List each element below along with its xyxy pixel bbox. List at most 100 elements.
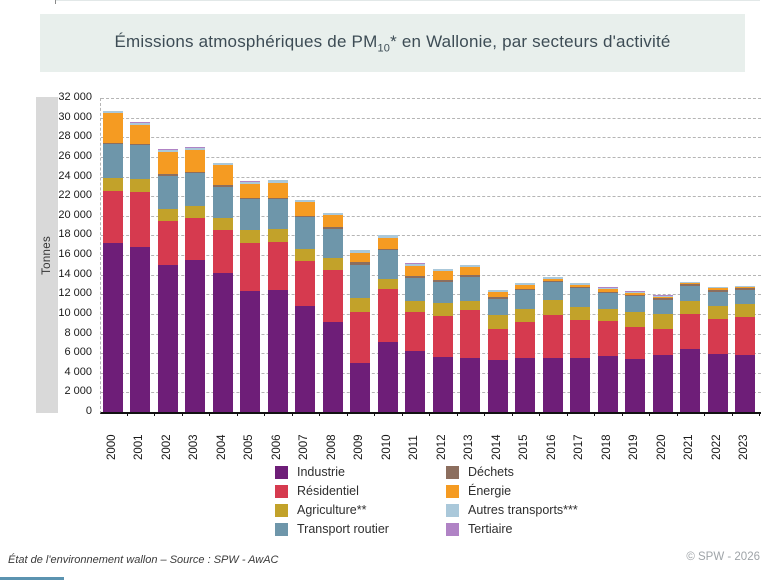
legend-label: Autres transports*** bbox=[468, 503, 578, 517]
bar-segment-autres-transports bbox=[735, 285, 756, 287]
y-tick-label: 32 000 bbox=[58, 91, 92, 103]
gridline bbox=[101, 353, 761, 355]
legend-swatch-autres-transports bbox=[446, 503, 459, 517]
legend-swatch-industrie bbox=[275, 465, 288, 479]
page-title-pre: Émissions atmosphériques de PM bbox=[114, 31, 378, 51]
bar-segment-déchets bbox=[405, 275, 426, 278]
x-axis-tick bbox=[539, 412, 540, 416]
x-axis-tick bbox=[566, 412, 568, 416]
bar-2018 bbox=[597, 287, 618, 412]
bar-segment-résidentiel bbox=[570, 319, 591, 359]
bar-segment-déchets bbox=[487, 297, 508, 299]
legend-column: Déchets Énergie Autres transports*** Tertia… bbox=[446, 465, 578, 536]
bar-segment-agriculture bbox=[487, 315, 508, 329]
bar-segment-transport-routier bbox=[680, 286, 701, 301]
page-title-subscript: 10 bbox=[377, 42, 391, 55]
bar-segment-déchets bbox=[597, 291, 618, 293]
bar-segment-énergie bbox=[487, 292, 508, 298]
bar-2005 bbox=[240, 181, 261, 412]
gridline bbox=[101, 255, 761, 256]
y-tick-label: 26 000 bbox=[58, 149, 92, 162]
bar-segment-résidentiel bbox=[267, 242, 288, 291]
bar-segment-agriculture bbox=[652, 313, 673, 329]
bar-segment-transport-routier bbox=[652, 299, 673, 314]
bar-segment-agriculture bbox=[515, 308, 536, 322]
page-title: Émissions atmosphériques de PM10* en Wal… bbox=[114, 32, 670, 54]
bar-2016 bbox=[542, 276, 563, 412]
bar-segment-agriculture bbox=[405, 301, 426, 312]
x-axis-tick bbox=[264, 412, 265, 416]
x-axis-label: 2011 bbox=[408, 435, 421, 460]
x-axis-label: 2005 bbox=[243, 434, 256, 460]
bar-segment-industrie bbox=[597, 356, 618, 412]
bar-2010 bbox=[377, 235, 398, 412]
legend-item: Déchets bbox=[446, 465, 578, 479]
bar-segment-énergie bbox=[542, 278, 563, 282]
bar-segment-autres-transports bbox=[405, 263, 426, 267]
bar-segment-transport-routier bbox=[267, 199, 288, 230]
legend-label: Tertiaire bbox=[468, 522, 513, 536]
bar-segment-résidentiel bbox=[652, 328, 673, 356]
y-axis-title-band: Tonnes bbox=[36, 97, 58, 413]
bar-segment-transport-routier bbox=[570, 288, 591, 307]
bar-segment-transport-routier bbox=[295, 217, 316, 250]
y-tick-label: 12 000 bbox=[58, 287, 92, 300]
gridline bbox=[101, 372, 761, 374]
bar-segment-déchets bbox=[240, 197, 261, 200]
x-axis-label: 2015 bbox=[518, 434, 531, 460]
bar-segment-énergie bbox=[680, 283, 701, 285]
bar-2002 bbox=[157, 149, 178, 412]
bar-segment-industrie bbox=[515, 358, 536, 412]
bar-2006 bbox=[267, 179, 288, 412]
bar-segment-autres-transports bbox=[295, 199, 316, 203]
bar-segment-résidentiel bbox=[240, 243, 261, 292]
bar-segment-résidentiel bbox=[130, 192, 151, 248]
title-banner: Émissions atmosphériques de PM10* en Wal… bbox=[40, 14, 745, 72]
page-title-post: * en Wallonie, par secteurs d'activité bbox=[390, 31, 671, 51]
bar-segment-résidentiel bbox=[212, 229, 233, 273]
bar-segment-industrie bbox=[625, 359, 646, 412]
x-axis-tick bbox=[346, 412, 348, 416]
bar-segment-agriculture bbox=[350, 298, 371, 312]
bar-segment-résidentiel bbox=[350, 311, 371, 363]
bar-segment-industrie bbox=[735, 355, 756, 412]
bar-segment-industrie bbox=[570, 358, 591, 412]
x-axis-label: 2008 bbox=[325, 434, 338, 460]
bar-segment-agriculture bbox=[432, 303, 453, 316]
bar-segment-résidentiel bbox=[322, 269, 343, 322]
bar-segment-agriculture bbox=[570, 306, 591, 320]
bar-segment-déchets bbox=[350, 262, 371, 265]
bar-segment-agriculture bbox=[322, 257, 343, 270]
x-axis-label: 2023 bbox=[738, 434, 751, 460]
bar-segment-énergie bbox=[432, 271, 453, 281]
x-axis-label: 2018 bbox=[600, 434, 613, 460]
bar-segment-autres-transports bbox=[322, 213, 343, 215]
bar-segment-autres-transports bbox=[185, 147, 206, 150]
legend-swatch-déchets bbox=[446, 465, 459, 479]
x-axis-label: 2019 bbox=[628, 434, 641, 460]
x-axis-label: 2004 bbox=[215, 434, 228, 460]
bar-segment-industrie bbox=[240, 291, 261, 412]
bar-segment-industrie bbox=[460, 358, 481, 412]
bar-segment-résidentiel bbox=[157, 220, 178, 265]
legend-swatch-énergie bbox=[446, 484, 459, 498]
bar-segment-agriculture bbox=[157, 208, 178, 221]
bar-2012 bbox=[432, 268, 453, 412]
y-axis-tick-labels: 0 2 000 4 000 6 000 8 000 10 000 12 000 14 000 1… bbox=[50, 91, 96, 417]
x-axis-tick bbox=[319, 412, 320, 416]
bar-2014 bbox=[487, 290, 508, 412]
bar-segment-agriculture bbox=[240, 230, 261, 244]
bar-segment-autres-transports bbox=[680, 282, 701, 284]
x-axis-tick bbox=[676, 412, 678, 416]
bar-2011 bbox=[405, 263, 426, 412]
legend-label: Transport routier bbox=[297, 522, 389, 536]
bar-segment-déchets bbox=[157, 174, 178, 176]
plot-area: 2000 2001 2002 2003 2004 2005 2006 2007 2008 2009… bbox=[100, 98, 761, 460]
bar-segment-déchets bbox=[625, 295, 646, 297]
x-axis-tick bbox=[374, 412, 375, 416]
bar-segment-transport-routier bbox=[240, 199, 261, 230]
bar-segment-résidentiel bbox=[542, 314, 563, 359]
bar-segment-transport-routier bbox=[707, 291, 728, 307]
bar-segment-industrie bbox=[350, 362, 371, 412]
legend-label: Résidentiel bbox=[297, 484, 359, 498]
